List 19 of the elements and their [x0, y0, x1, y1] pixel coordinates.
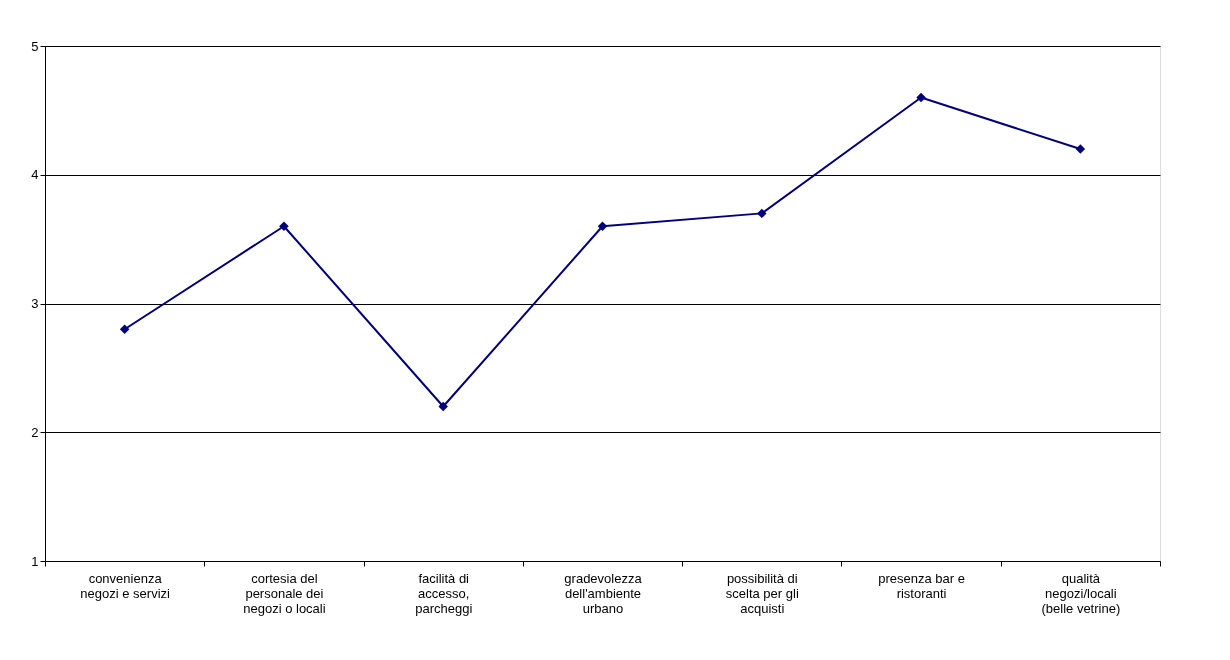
x-tick-label: facilità di accesso, parcheggi [415, 570, 473, 616]
point [597, 221, 608, 231]
point [916, 92, 926, 103]
x-tick-label: gradevolezza dell'ambiente urbano [564, 570, 643, 616]
x-tick-label: qualità negozi/locali (belle vetrine) [1041, 570, 1121, 616]
x-tick-label: cortesia del personale dei negozi o locali [243, 570, 326, 616]
point [279, 221, 289, 231]
point [438, 401, 448, 412]
y-tick-label: 4 [31, 167, 39, 183]
y-tick-label: 2 [31, 424, 39, 440]
point [119, 324, 130, 334]
x-tick-label: possibilità di scelta per gli acquisti [725, 570, 799, 616]
y-tick-label: 3 [31, 296, 39, 311]
point [1075, 144, 1086, 154]
y-tick-label: 5 [31, 38, 39, 54]
x-tick-label: presenza bar e ristoranti [878, 570, 965, 601]
x-tick-label: convenienza negozi e servizi [80, 570, 171, 601]
point [757, 208, 767, 219]
y-tick-label: 1 [31, 553, 39, 569]
